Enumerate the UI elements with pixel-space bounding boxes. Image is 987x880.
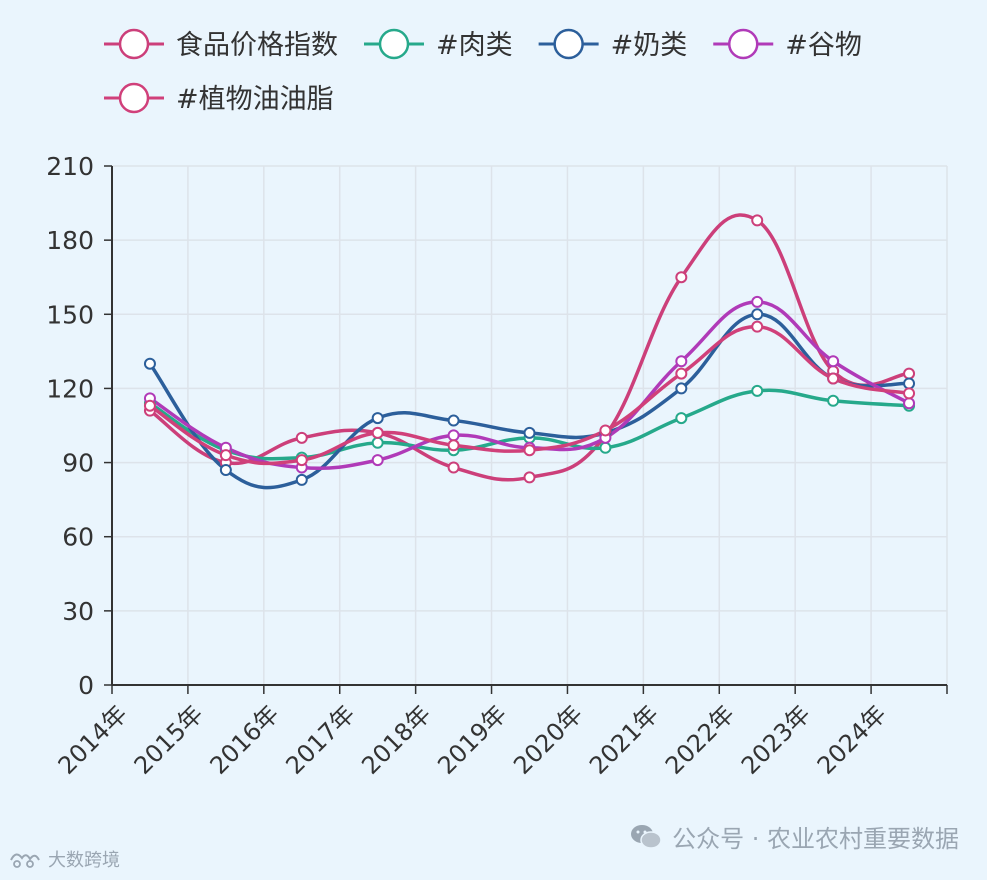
legend-marker-3 [728, 28, 759, 60]
x-tick-label: 2015年 [129, 700, 209, 780]
watermark-wechat: 公众号 · 农业农村重要数据 [630, 819, 959, 854]
series-point-3 [751, 295, 764, 308]
series-point-2 [523, 426, 536, 439]
legend-label-0: 食品价格指数 [176, 30, 338, 61]
series-point-4 [295, 454, 308, 467]
series-point-0 [523, 471, 536, 484]
series-point-1 [827, 394, 840, 407]
y-tick-label: 120 [46, 374, 94, 403]
series-point-2 [751, 308, 764, 321]
legend-marker-1 [378, 28, 410, 60]
series-point-2 [219, 463, 232, 476]
legend-label-3: #谷物 [785, 30, 862, 61]
series-point-3 [903, 397, 916, 410]
watermark-left-text: 大数跨境 [48, 850, 120, 871]
legend-label-1: #肉类 [436, 30, 513, 61]
series-point-4 [143, 399, 156, 412]
brand-logo-icon [10, 853, 40, 868]
series-point-1 [751, 384, 764, 397]
legend-label-4: #植物油油脂 [176, 84, 334, 115]
series-point-2 [447, 414, 460, 427]
series-point-0 [903, 367, 916, 380]
series-point-4 [219, 449, 232, 462]
y-tick-label: 180 [46, 226, 94, 255]
series-point-0 [751, 214, 764, 227]
series-point-0 [675, 271, 688, 284]
y-tick-label: 210 [46, 152, 94, 181]
watermark-brand: 大数跨境 [8, 846, 120, 872]
series-point-4 [371, 426, 384, 439]
series-point-3 [371, 454, 384, 467]
series-point-4 [903, 387, 916, 400]
series-point-1 [371, 436, 384, 449]
series-point-3 [447, 429, 460, 442]
y-tick-label: 30 [62, 597, 94, 626]
x-tick-label: 2024年 [812, 700, 892, 780]
series-point-4 [827, 372, 840, 385]
x-tick-label: 2018年 [356, 700, 436, 780]
series-point-2 [903, 377, 916, 390]
series-point-4 [675, 367, 688, 380]
legend-marker-0 [118, 28, 150, 60]
series-point-4 [751, 320, 764, 333]
y-tick-label: 90 [62, 449, 94, 478]
legend-label-2: #奶类 [611, 30, 688, 61]
x-tick-label: 2021年 [584, 700, 664, 780]
series-point-2 [371, 412, 384, 425]
wechat-icon [631, 824, 662, 849]
x-tick-label: 2019年 [432, 700, 512, 780]
legend-marker-2 [553, 28, 584, 60]
y-tick-label: 60 [62, 523, 94, 552]
y-tick-label: 150 [46, 300, 94, 329]
x-tick-label: 2022年 [660, 700, 740, 780]
x-tick-label: 2014年 [53, 700, 133, 780]
x-tick-label: 2023年 [736, 700, 816, 780]
series-point-0 [295, 431, 308, 444]
series-point-2 [675, 382, 688, 395]
series-point-4 [523, 444, 536, 457]
x-tick-label: 2017年 [280, 700, 360, 780]
watermark-right-text: 公众号 · 农业农村重要数据 [672, 825, 959, 853]
series-point-1 [675, 412, 688, 425]
series-point-4 [447, 439, 460, 452]
y-tick-label: 0 [78, 671, 94, 700]
x-tick-label: 2020年 [508, 700, 588, 780]
legend-marker-4 [118, 82, 150, 114]
series-point-4 [599, 424, 612, 437]
series-point-0 [447, 461, 460, 474]
series-point-3 [675, 355, 688, 368]
series-line-0 [148, 213, 911, 482]
series-point-2 [143, 357, 156, 370]
series-point-1 [599, 441, 612, 454]
x-tick-label: 2016年 [205, 700, 285, 780]
series-point-3 [827, 355, 840, 368]
series-point-2 [295, 473, 308, 486]
